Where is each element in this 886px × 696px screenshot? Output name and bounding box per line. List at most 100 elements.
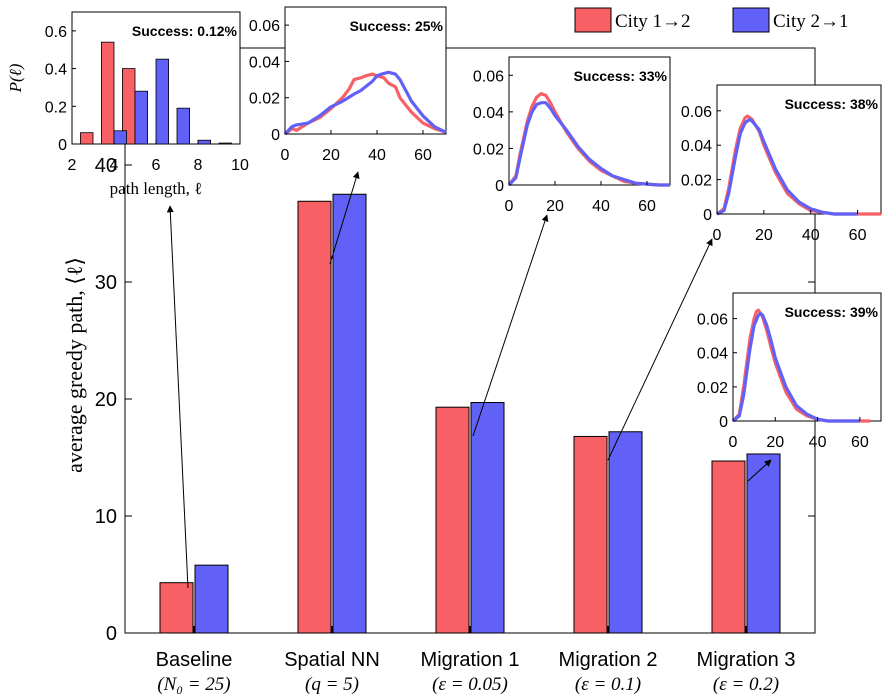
inset-mig1-success-label: Success: 33%: [574, 68, 668, 84]
inset-spatial-x-tick-label: 0: [281, 147, 290, 164]
inset-mig2-x-tick-label: 0: [713, 227, 722, 244]
bar-city-1-2: [159, 582, 194, 634]
category-param-label: (N₀ = 25): [157, 674, 230, 695]
inset-mig1-y-tick-label: 0.04: [473, 105, 504, 122]
inset-mig1-y-tick-label: 0: [495, 178, 504, 195]
main-y-tick-label: 0: [106, 623, 117, 645]
bar-city-1-2: [435, 406, 470, 634]
inset-mig3-y-tick-label: 0.06: [697, 312, 728, 329]
inset-baseline: 2 4 6 8 10 0 0.2 0.4 0.6 Success: 0.12% path lengt…: [6, 11, 249, 198]
inset-mig2-frame: [716, 84, 882, 215]
inset-spatial-line-city-2-1: [283, 70, 447, 136]
category-param-label: (ε = 0.05): [432, 674, 508, 695]
category-param-label: (ε = 0.2): [713, 674, 779, 695]
inset-baseline-bar: [155, 58, 170, 145]
inset-spatial-x-tick-label: 40: [368, 147, 386, 164]
arrow-spatial: [329, 171, 360, 265]
inset-mig1-x-tick-label: 60: [638, 198, 656, 215]
legend: City 1→2 City 2→1: [574, 7, 848, 33]
inset-mig2-line-city-2-1: [716, 117, 858, 216]
inset-mig3-y-tick-label: 0.04: [697, 346, 728, 363]
arrow-baseline: [166, 205, 189, 589]
main-plot: average greedy path, ⟨ℓ⟩ 010203040Baseli…: [62, 47, 816, 695]
inset-baseline-bar: [176, 107, 191, 145]
inset-spatial-y-tick-label: 0.06: [249, 18, 280, 35]
inset-spatial: 0 20 40 60 0 0.02 0.04 0.06 Success: 25%: [249, 6, 447, 164]
inset-mig3-y-tick-label: 0.02: [697, 380, 728, 397]
inset-baseline-y-tick-label: 0.2: [45, 99, 67, 116]
inset-baseline-x-tick-label: 8: [194, 157, 203, 174]
inset-baseline-bar: [134, 90, 149, 145]
inset-arrows: [166, 171, 772, 589]
inset-mig1-x-tick-label: 40: [592, 198, 610, 215]
inset-baseline-bar: [197, 139, 212, 145]
inset-mig3-x-tick-label: 40: [809, 434, 827, 451]
inset-mig1-x-tick-label: 20: [546, 198, 564, 215]
inset-mig3-y-tick-label: 0: [719, 414, 728, 431]
legend-label-city-2-1: City 2→1: [773, 11, 848, 32]
bar-city-1-2: [711, 460, 746, 634]
category-label: Spatial NN: [284, 649, 380, 671]
legend-label-city-1-2: City 1→2: [615, 11, 690, 32]
inset-baseline-x-tick-label: 2: [68, 157, 77, 174]
inset-baseline-bar: [113, 130, 128, 145]
category-param-label: (q = 5): [305, 674, 359, 695]
bar-city-2-1: [470, 402, 505, 634]
inset-mig2-y-tick-label: 0.04: [681, 138, 712, 155]
inset-spatial-x-tick-label: 20: [322, 147, 340, 164]
inset-mig2-success-label: Success: 38%: [785, 96, 879, 112]
inset-baseline-x-axis-label: path length, ℓ: [110, 179, 203, 198]
main-y-tick-label: 30: [95, 272, 117, 294]
inset-mig1: 0 20 40 60 0 0.02 0.04 0.06 Success: 33%: [473, 56, 671, 215]
bar-city-2-1: [746, 453, 781, 634]
inset-mig3-success-label: Success: 39%: [785, 304, 879, 320]
arrow-migration-2: [607, 238, 713, 461]
inset-spatial-y-tick-label: 0.04: [249, 54, 280, 71]
category-label: Baseline: [156, 649, 233, 671]
category-label: Migration 3: [697, 649, 796, 671]
inset-mig2-y-tick-label: 0.06: [681, 104, 712, 121]
inset-mig3: 0 20 40 60 0 0.02 0.04 0.06 Success: 39%: [697, 292, 882, 451]
legend-swatch-city-1-2: [574, 7, 612, 33]
inset-baseline-bar: [101, 41, 115, 145]
inset-mig2-x-tick-label: 20: [755, 227, 773, 244]
inset-mig3-x-tick-label: 60: [851, 434, 869, 451]
bar-city-1-2: [573, 435, 608, 634]
inset-baseline-y-tick-label: 0.6: [45, 24, 67, 41]
inset-mig2-y-tick-label: 0.02: [681, 173, 712, 190]
inset-mig1-y-tick-label: 0.06: [473, 68, 504, 85]
category-label: Migration 2: [559, 649, 658, 671]
inset-mig1-line-city-2-1: [507, 101, 670, 187]
main-y-axis-label: average greedy path, ⟨ℓ⟩: [62, 257, 87, 473]
inset-spatial-y-tick-label: 0.02: [249, 91, 280, 108]
inset-mig1-frame: [508, 56, 671, 186]
legend-swatch-city-2-1: [732, 7, 770, 33]
arrow-migration-3: [747, 459, 772, 482]
bar-city-1-2: [297, 200, 332, 634]
inset-baseline-x-tick-label: 4: [110, 157, 119, 174]
main-y-tick-label: 10: [95, 506, 117, 528]
inset-mig3-x-tick-label: 20: [766, 434, 784, 451]
category-param-label: (ε = 0.1): [575, 674, 641, 695]
inset-baseline-y-axis-label: P(ℓ): [6, 63, 25, 93]
inset-baseline-x-tick-label: 10: [231, 157, 249, 174]
inset-baseline-y-tick-label: 0.4: [45, 62, 67, 79]
arrow-migration-1: [472, 214, 549, 437]
main-y-tick-label: 20: [95, 389, 117, 411]
inset-mig2-x-tick-label: 60: [849, 227, 867, 244]
inset-mig2: 0 20 40 60 0 0.02 0.04 0.06 Success: 38%: [681, 84, 882, 244]
inset-mig2-x-tick-label: 40: [802, 227, 820, 244]
bar-city-2-1: [608, 431, 643, 634]
main-y-tick-label: 40: [95, 155, 117, 177]
inset-baseline-y-tick-label: 0: [58, 137, 67, 154]
inset-baseline-bar: [80, 132, 94, 145]
inset-spatial-x-tick-label: 60: [414, 147, 432, 164]
inset-baseline-success-label: Success: 0.12%: [132, 23, 238, 39]
inset-mig1-y-tick-label: 0.02: [473, 141, 504, 158]
inset-mig3-x-tick-label: 0: [729, 434, 738, 451]
inset-baseline-bar: [218, 142, 233, 145]
bar-city-2-1: [332, 193, 367, 634]
bar-city-2-1: [194, 564, 229, 634]
inset-mig2-y-tick-label: 0: [703, 207, 712, 224]
